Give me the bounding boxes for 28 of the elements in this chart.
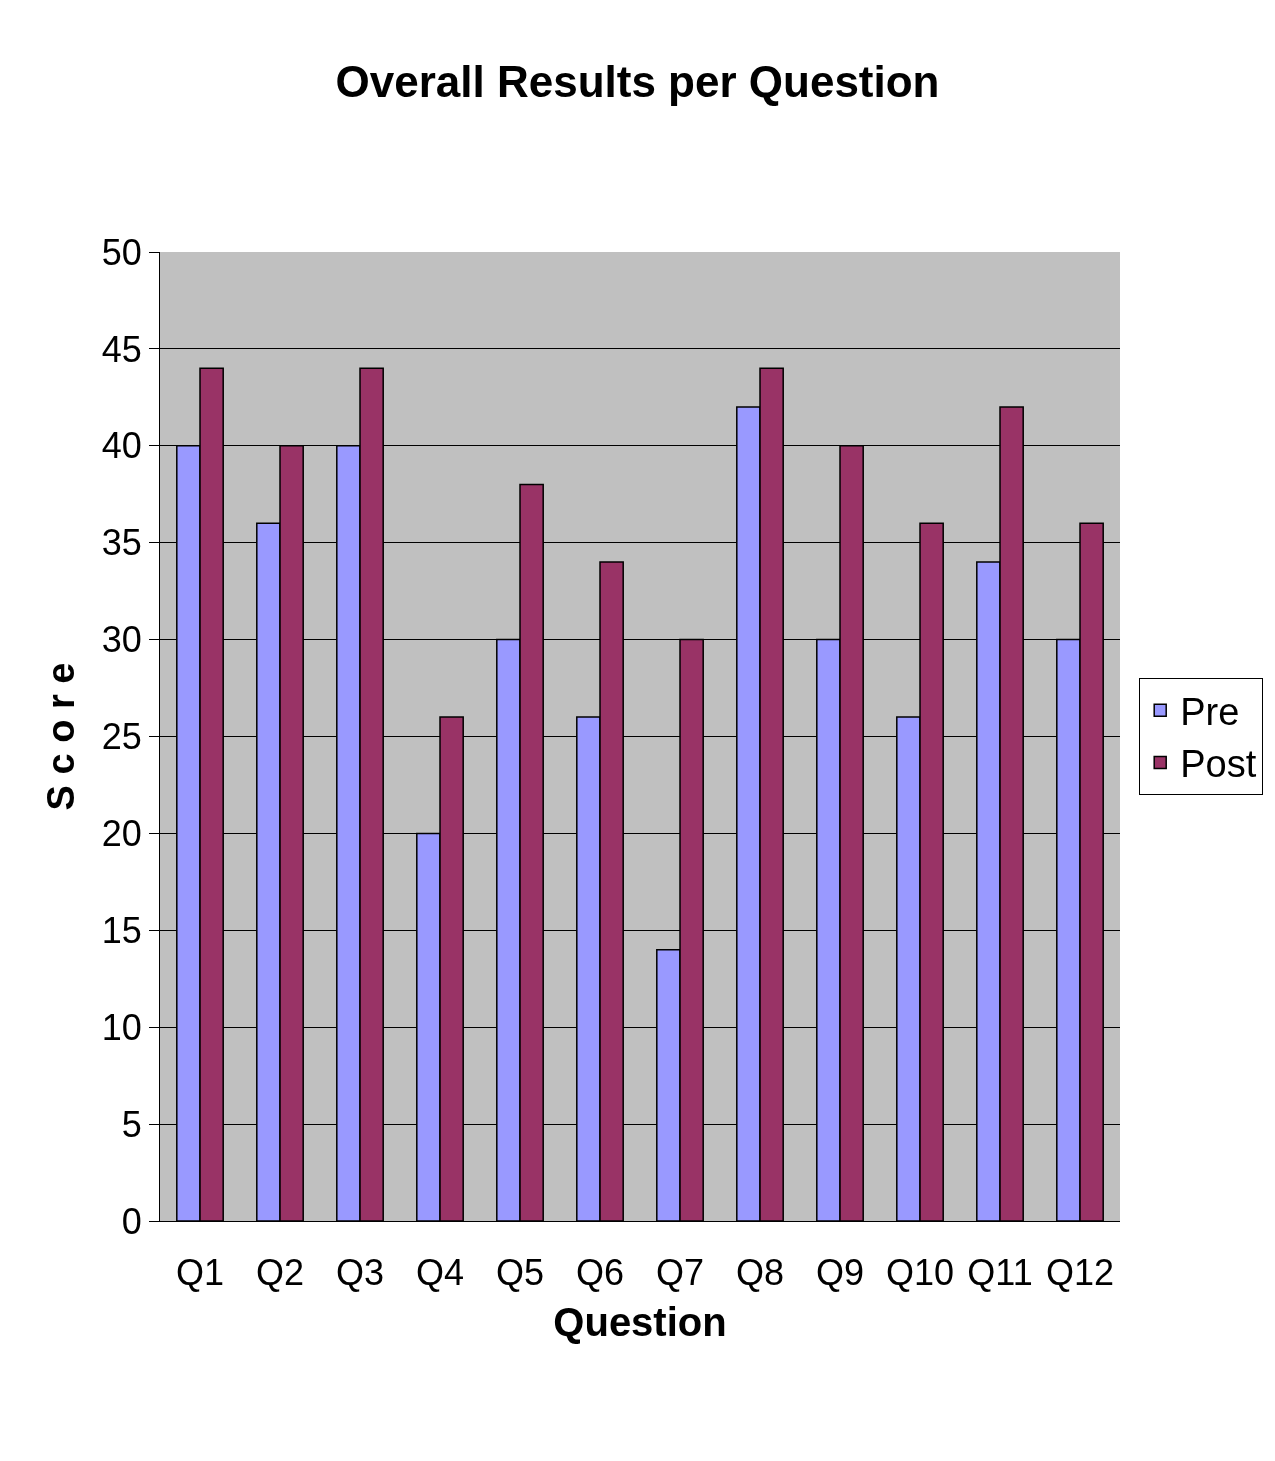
x-tick-label: Q3 xyxy=(335,1252,385,1294)
y-tick-label: 25 xyxy=(101,716,142,758)
x-tick-label: Q8 xyxy=(735,1252,785,1294)
y-tick-label: 20 xyxy=(101,813,142,854)
y-tick-label: 50 xyxy=(101,231,142,273)
x-tick-label: Q4 xyxy=(415,1252,465,1294)
x-tick-label: Q1 xyxy=(175,1252,225,1294)
x-tick-label: Q6 xyxy=(575,1252,625,1294)
y-tick-label: 0 xyxy=(121,1200,142,1242)
y-tick-label: 40 xyxy=(101,425,142,467)
y-tick-label: 35 xyxy=(101,522,142,564)
legend-label: Post xyxy=(1180,743,1257,786)
x-tick-label: Q5 xyxy=(495,1252,545,1294)
chart-title: Overall Results per Question xyxy=(335,56,940,106)
y-tick-label: 10 xyxy=(101,1006,142,1048)
x-tick-label: Q7 xyxy=(655,1252,705,1294)
x-tick-label: Q11 xyxy=(967,1252,1033,1294)
y-tick-label: 5 xyxy=(121,1103,142,1145)
y-tick-label: 15 xyxy=(101,909,142,951)
x-tick-label: Q9 xyxy=(815,1252,865,1294)
y-tick-label: 45 xyxy=(101,328,142,370)
legend-label: Pre xyxy=(1180,691,1240,734)
x-tick-label: Q10 xyxy=(885,1252,955,1294)
y-axis-title: S c o r e xyxy=(39,662,82,811)
x-axis-title: Question xyxy=(553,1299,727,1344)
x-tick-label: Q12 xyxy=(1045,1252,1115,1294)
x-tick-label: Q2 xyxy=(255,1252,305,1294)
y-tick-label: 30 xyxy=(101,619,142,661)
